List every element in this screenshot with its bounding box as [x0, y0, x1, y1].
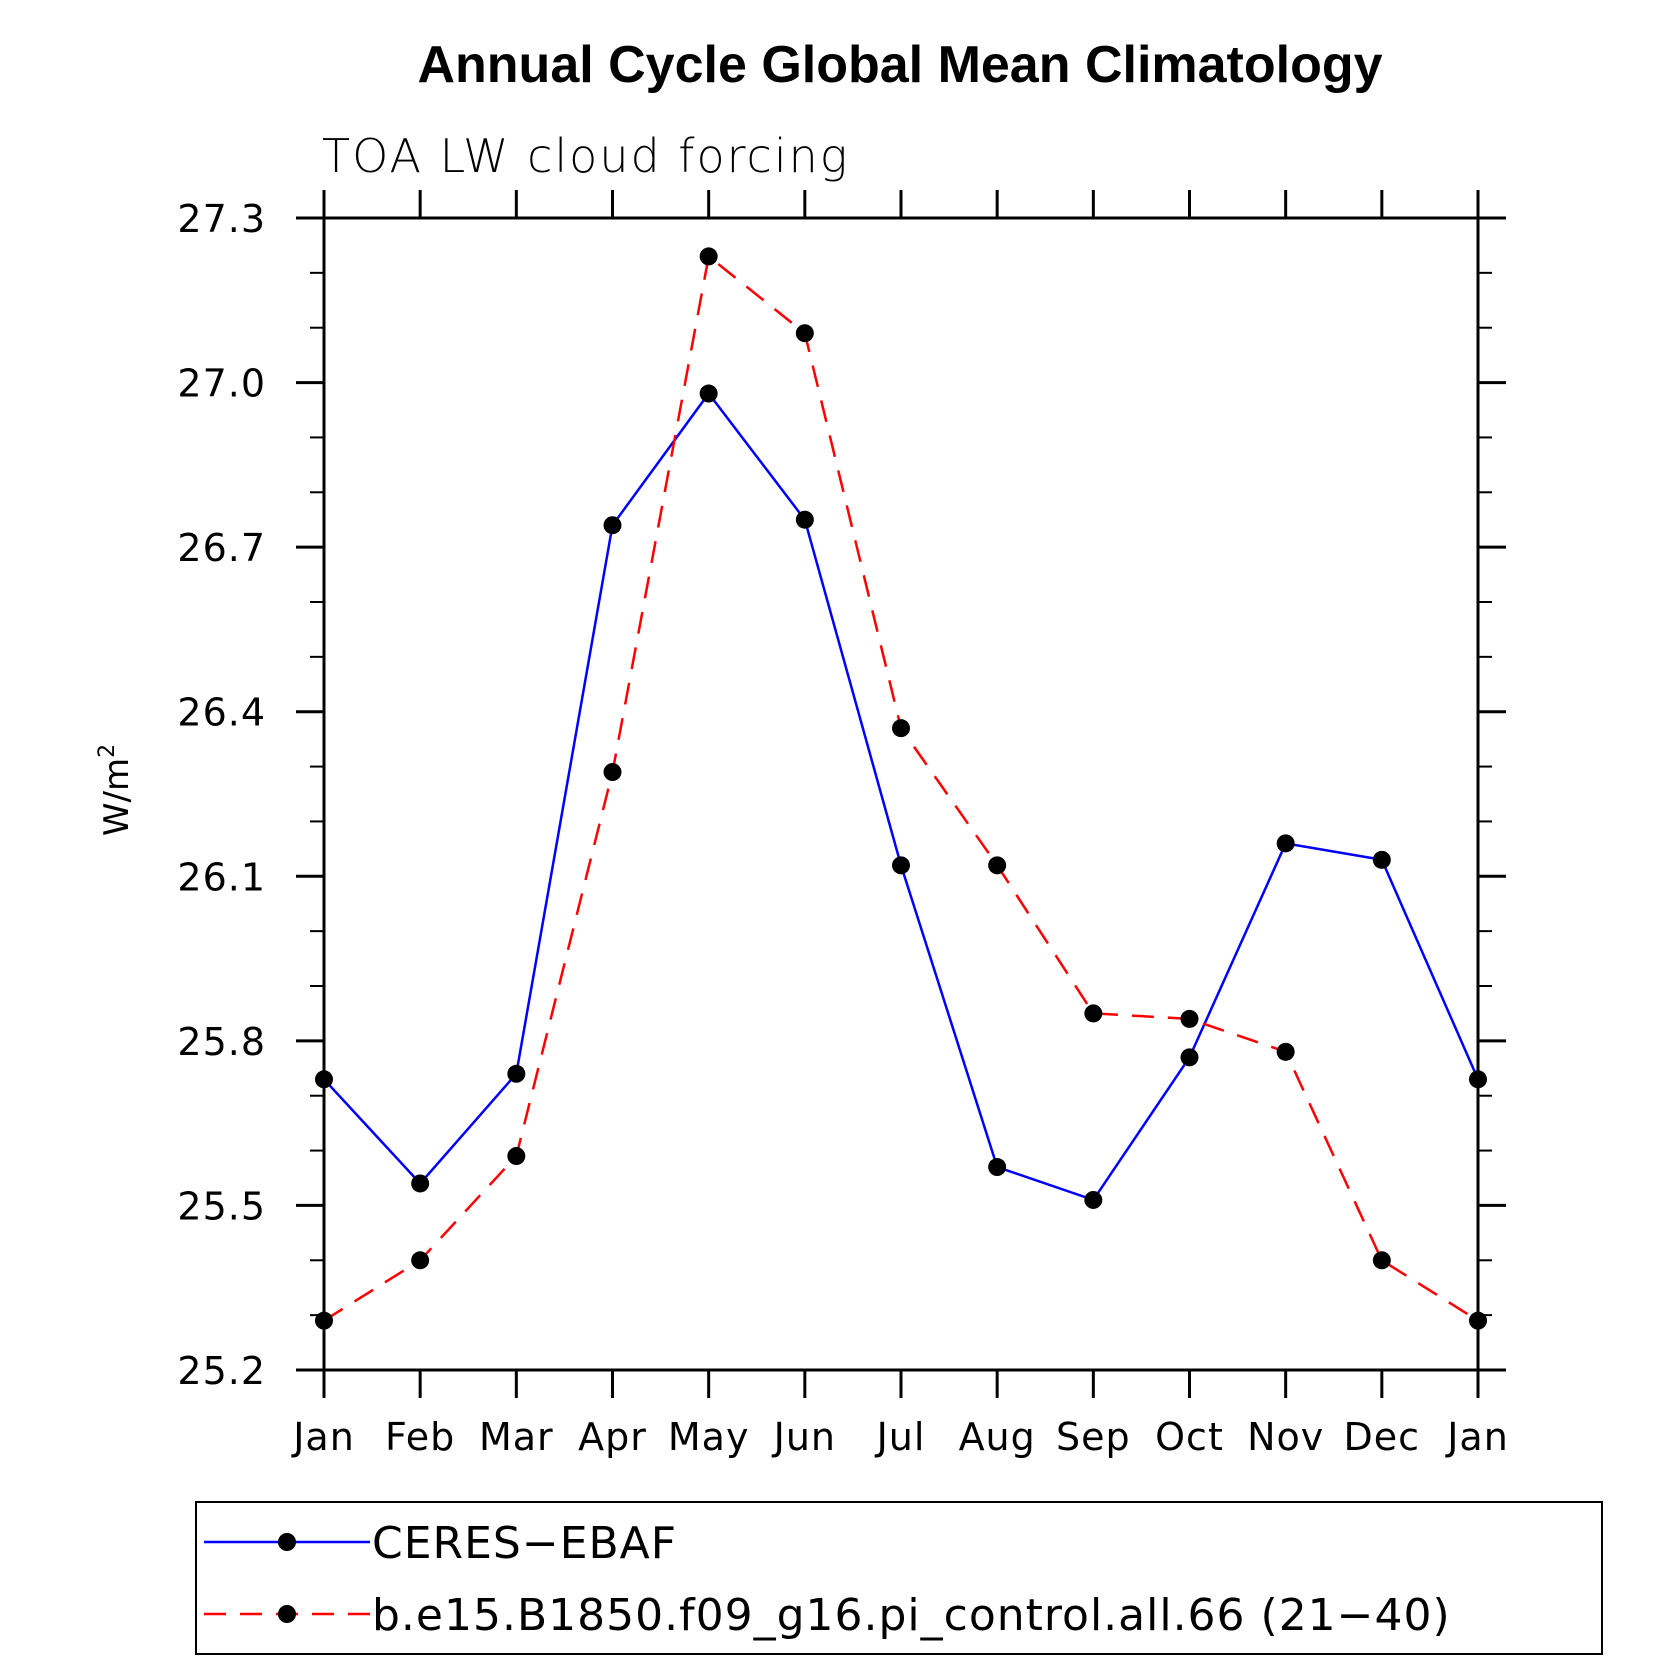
- legend-label-1: CERES−EBAF: [372, 1518, 677, 1569]
- chart-subtitle: TOA LW cloud forcing: [322, 129, 849, 183]
- data-point: [1469, 1311, 1487, 1330]
- x-tick-label: Jun: [772, 1415, 836, 1459]
- y-axis-label: W/m2: [95, 744, 137, 836]
- legend: CERES−EBAF b.e15.B1850.f09_g16.pi_control…: [204, 1518, 1451, 1641]
- data-point: [1180, 1009, 1199, 1028]
- x-tick-label: Jan: [1445, 1415, 1509, 1459]
- x-tick-label: Oct: [1155, 1415, 1224, 1459]
- y-tick-label: 26.7: [177, 526, 266, 570]
- data-point: [1084, 1190, 1103, 1209]
- data-point: [411, 1251, 430, 1270]
- data-point: [892, 719, 910, 738]
- plot-frame: [322, 216, 1480, 1372]
- data-point: [795, 324, 814, 343]
- x-tick-label: Nov: [1247, 1415, 1324, 1459]
- x-tick-label: Dec: [1344, 1415, 1421, 1459]
- markers-layer: [315, 247, 1487, 1330]
- y-tick-label: 25.5: [177, 1184, 266, 1228]
- data-point: [411, 1174, 430, 1193]
- data-point: [603, 516, 622, 535]
- x-tick-label: Aug: [959, 1415, 1036, 1459]
- y-tick-label: 26.4: [177, 691, 266, 735]
- data-point: [988, 856, 1007, 875]
- data-point: [315, 1070, 333, 1089]
- x-tick-label: Mar: [479, 1415, 554, 1459]
- y-tick-label: 25.2: [177, 1349, 266, 1393]
- data-point: [1469, 1070, 1487, 1089]
- legend-label-2: b.e15.B1850.f09_g16.pi_control.all.66 (2…: [372, 1590, 1451, 1641]
- x-tick-label: May: [668, 1415, 750, 1459]
- data-point: [988, 1158, 1007, 1177]
- legend-marker: [278, 1533, 296, 1551]
- legend-box: [195, 1501, 1603, 1655]
- y-tick-label: 27.0: [177, 362, 266, 406]
- x-tick-label: Jan: [291, 1415, 355, 1459]
- legend-marker: [278, 1605, 296, 1623]
- data-point: [892, 856, 910, 875]
- data-point: [1276, 1042, 1295, 1061]
- y-tick-label: 26.1: [177, 855, 266, 899]
- x-tick-label: Sep: [1056, 1415, 1131, 1459]
- data-point: [795, 510, 814, 529]
- axis-ticks: Jan Feb Mar Apr May Jun Jul Aug Sep Oct Nov Dec Jan 2…: [177, 190, 1508, 1459]
- data-point: [1276, 834, 1295, 853]
- data-point: [603, 763, 622, 782]
- series-line-2: [323, 254, 1479, 1322]
- y-tick-label: 27.3: [177, 197, 266, 241]
- data-point: [507, 1147, 526, 1166]
- x-tick-label: Apr: [578, 1415, 647, 1459]
- y-tick-label: 25.8: [177, 1020, 266, 1064]
- series-layer: [323, 254, 1480, 1322]
- x-tick-label: Jul: [875, 1415, 926, 1459]
- series-line-1: [323, 391, 1480, 1202]
- data-point: [1372, 1251, 1391, 1270]
- x-tick-label: Feb: [385, 1415, 455, 1459]
- data-point: [699, 247, 718, 266]
- data-point: [507, 1064, 526, 1083]
- data-point: [1084, 1004, 1103, 1023]
- data-point: [1372, 850, 1391, 869]
- data-point: [699, 384, 718, 403]
- data-point: [315, 1311, 333, 1330]
- data-point: [1180, 1048, 1199, 1067]
- chart-title: Annual Cycle Global Mean Climatology: [417, 36, 1382, 94]
